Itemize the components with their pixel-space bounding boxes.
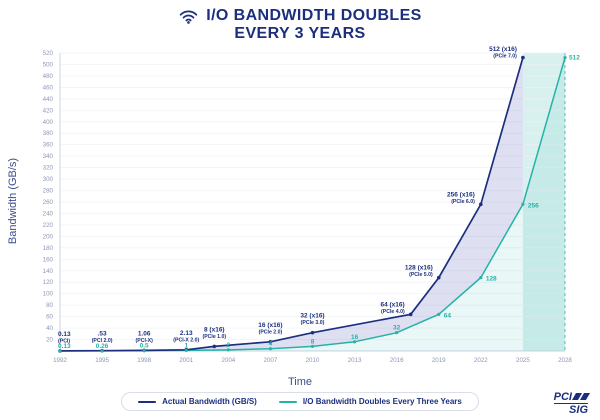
bandwidth-chart: 20 40 60 80 100 120 140 160 180 200 220 240 260 280 30…	[43, 46, 581, 364]
svg-text:32 (x16): 32 (x16)	[300, 313, 324, 320]
svg-text:320: 320	[43, 165, 54, 172]
svg-text:0.5: 0.5	[140, 343, 149, 350]
svg-text:360: 360	[43, 142, 54, 149]
svg-text:2019: 2019	[432, 357, 446, 364]
svg-text:340: 340	[43, 153, 54, 160]
svg-text:160: 160	[43, 256, 54, 263]
svg-text:64: 64	[444, 312, 452, 319]
svg-text:(PCI-X): (PCI-X)	[136, 338, 154, 344]
legend-label-actual: Actual Bandwidth (GB/S)	[162, 397, 257, 406]
legend-label-doubling: I/O Bandwidth Doubles Every Three Years	[302, 397, 462, 406]
svg-text:380: 380	[43, 130, 54, 137]
svg-text:2025: 2025	[516, 357, 530, 364]
svg-text:80: 80	[46, 302, 53, 309]
svg-text:(PCI 2.0): (PCI 2.0)	[92, 338, 113, 344]
svg-text:(PCIe 2.0): (PCIe 2.0)	[259, 329, 283, 335]
svg-text:120: 120	[43, 279, 54, 286]
svg-text:16 (x16): 16 (x16)	[258, 322, 282, 329]
svg-text:256: 256	[528, 202, 539, 209]
svg-text:2016: 2016	[390, 357, 404, 364]
logo-pci-text: PCI	[553, 391, 572, 403]
svg-text:280: 280	[43, 188, 54, 195]
svg-text:400: 400	[43, 119, 54, 126]
svg-text:2.13: 2.13	[180, 330, 193, 337]
svg-text:20: 20	[46, 337, 53, 344]
pcisig-logo: PCI SIG	[553, 391, 591, 416]
wifi-icon	[178, 9, 199, 24]
chart-title: I/O BANDWIDTH DOUBLES EVERY 3 YEARS	[0, 0, 600, 43]
svg-text:480: 480	[43, 73, 54, 80]
svg-text:1998: 1998	[137, 357, 151, 364]
svg-text:(PCIe 4.0): (PCIe 4.0)	[381, 309, 405, 315]
svg-text:(PCIe 5.0): (PCIe 5.0)	[409, 272, 433, 278]
svg-text:2: 2	[227, 342, 231, 349]
svg-text:.53: .53	[98, 331, 107, 338]
svg-text:200: 200	[43, 233, 54, 240]
legend-item-doubling: I/O Bandwidth Doubles Every Three Years	[278, 397, 462, 406]
svg-text:64 (x16): 64 (x16)	[380, 301, 404, 308]
svg-text:140: 140	[43, 268, 54, 275]
svg-text:420: 420	[43, 107, 54, 114]
svg-text:500: 500	[43, 61, 54, 68]
svg-text:(PCIe 6.0): (PCIe 6.0)	[451, 199, 475, 205]
svg-text:1995: 1995	[95, 357, 109, 364]
svg-text:128: 128	[486, 276, 497, 283]
svg-text:8: 8	[311, 338, 315, 345]
title-line-2: EVERY 3 YEARS	[234, 25, 366, 42]
logo-sig-text: SIG	[553, 403, 588, 416]
svg-text:512: 512	[569, 55, 580, 62]
svg-text:0.13: 0.13	[58, 331, 71, 338]
y-axis-title: Bandwidth (GB/s)	[7, 157, 19, 245]
chart-area: Bandwidth (GB/s) 20 40 60 80 100 120 140 160 180…	[0, 43, 600, 388]
svg-text:(PCIe 1.0): (PCIe 1.0)	[202, 334, 226, 340]
svg-text:240: 240	[43, 210, 54, 217]
svg-text:40: 40	[46, 325, 53, 332]
svg-text:100: 100	[43, 291, 54, 298]
svg-text:256 (x16): 256 (x16)	[447, 191, 475, 198]
legend-swatch-doubling	[278, 400, 297, 403]
svg-text:512 (x16): 512 (x16)	[489, 46, 517, 53]
svg-text:(PCI-X 2.0): (PCI-X 2.0)	[173, 337, 199, 343]
svg-text:260: 260	[43, 199, 54, 206]
title-line-1: I/O BANDWIDTH DOUBLES	[206, 7, 422, 24]
svg-text:440: 440	[43, 96, 54, 103]
svg-text:2013: 2013	[348, 357, 362, 364]
svg-text:(PCIe 3.0): (PCIe 3.0)	[301, 320, 325, 326]
svg-text:2010: 2010	[306, 357, 320, 364]
svg-text:(PCI): (PCI)	[58, 338, 70, 344]
svg-text:(PCIe 7.0): (PCIe 7.0)	[493, 54, 517, 60]
svg-text:128 (x16): 128 (x16)	[405, 265, 433, 272]
svg-text:60: 60	[46, 314, 53, 321]
svg-text:0.26: 0.26	[96, 343, 109, 350]
svg-text:32: 32	[393, 325, 401, 332]
svg-text:300: 300	[43, 176, 54, 183]
svg-text:2028: 2028	[558, 357, 572, 364]
svg-text:1.06: 1.06	[138, 330, 151, 337]
svg-text:2001: 2001	[179, 357, 193, 364]
svg-text:0.13: 0.13	[58, 343, 71, 350]
svg-text:2022: 2022	[474, 357, 488, 364]
svg-text:8 (x16): 8 (x16)	[204, 326, 225, 333]
svg-text:1992: 1992	[53, 357, 67, 364]
svg-text:220: 220	[43, 222, 54, 229]
svg-text:2004: 2004	[221, 357, 235, 364]
svg-text:460: 460	[43, 84, 54, 91]
svg-text:520: 520	[43, 50, 54, 57]
svg-text:16: 16	[351, 334, 359, 341]
legend-item-actual: Actual Bandwidth (GB/S)	[138, 397, 257, 406]
svg-text:180: 180	[43, 245, 54, 252]
x-axis-title: Time	[287, 376, 313, 388]
legend-swatch-actual	[138, 400, 157, 403]
svg-text:4: 4	[269, 341, 273, 348]
legend: Actual Bandwidth (GB/S) I/O Bandwidth Do…	[0, 392, 600, 411]
svg-text:1: 1	[184, 342, 188, 349]
svg-text:2007: 2007	[264, 357, 278, 364]
